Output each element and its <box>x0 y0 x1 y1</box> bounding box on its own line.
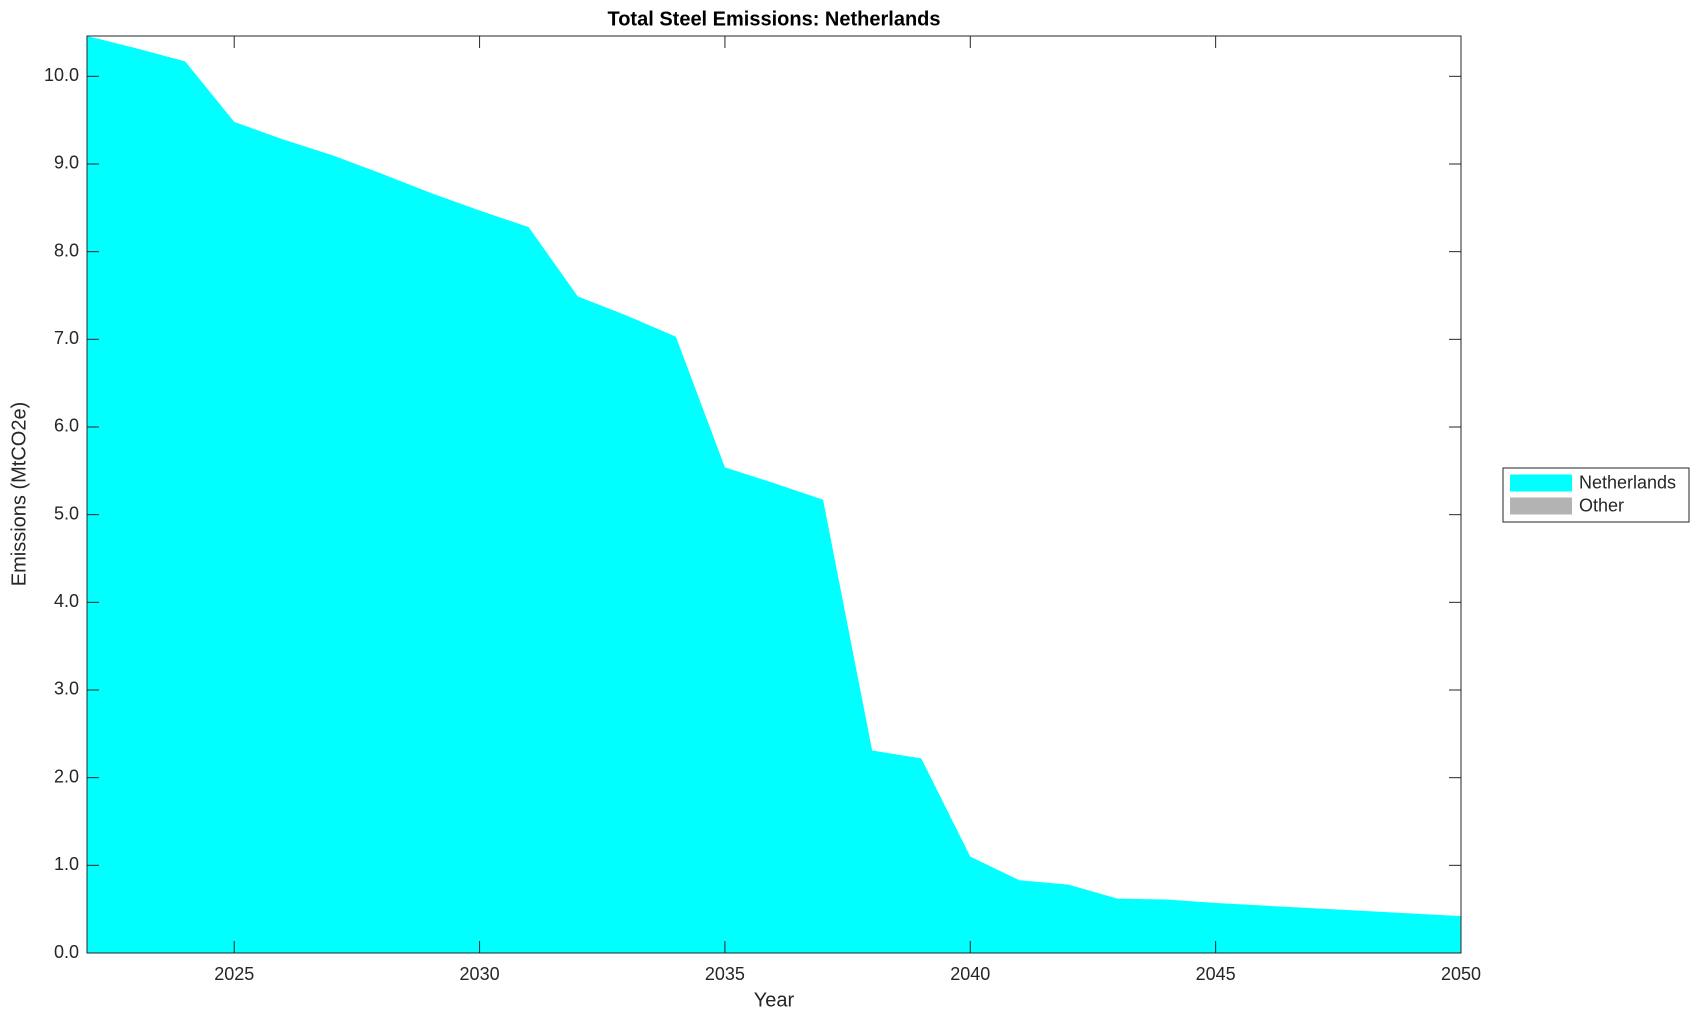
y-tick-label: 7.0 <box>54 328 79 348</box>
x-tick-label: 2050 <box>1441 964 1481 984</box>
y-tick-label: 5.0 <box>54 503 79 523</box>
y-tick-label: 9.0 <box>54 153 79 173</box>
y-tick-label: 4.0 <box>54 591 79 611</box>
legend-label: Other <box>1579 495 1624 515</box>
plot-frame <box>86 35 1462 954</box>
legend-label: Netherlands <box>1579 472 1676 492</box>
x-axis-label: Year <box>754 989 795 1011</box>
area <box>87 36 1461 953</box>
y-axis-label: Emissions (MtCO2e) <box>8 402 30 586</box>
chart-title: Total Steel Emissions: Netherlands <box>607 8 940 30</box>
x-tick-label: 2030 <box>460 964 500 984</box>
legend-swatch <box>1510 474 1572 492</box>
x-tick-label: 2045 <box>1196 964 1236 984</box>
y-tick-label: 2.0 <box>54 766 79 786</box>
y-tick-label: 1.0 <box>54 854 79 874</box>
x-tick-label: 2040 <box>950 964 990 984</box>
y-tick-label: 8.0 <box>54 240 79 260</box>
x-tick-label: 2035 <box>705 964 745 984</box>
legend-swatch <box>1510 497 1572 515</box>
x-tick-label: 2025 <box>214 964 254 984</box>
y-tick-label: 3.0 <box>54 679 79 699</box>
y-tick-label: 6.0 <box>54 416 79 436</box>
y-tick-label: 10.0 <box>44 65 79 85</box>
y-tick-label: 0.0 <box>54 942 79 962</box>
